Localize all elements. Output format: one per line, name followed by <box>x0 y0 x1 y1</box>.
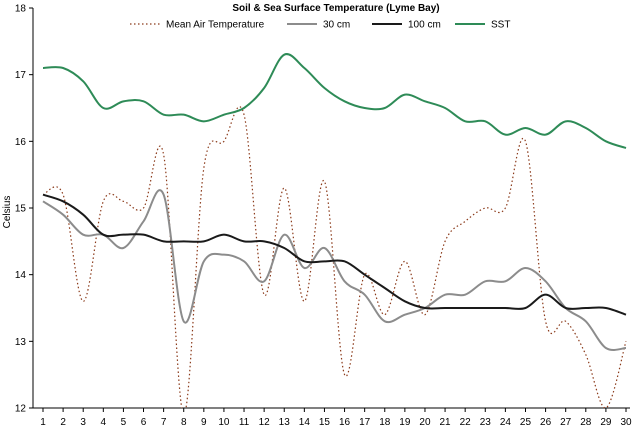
legend-label-3: SST <box>491 20 510 31</box>
y-axis-label: Celsius <box>2 196 13 229</box>
y-tick-label: 16 <box>15 137 27 148</box>
series-line-0 <box>42 106 627 408</box>
x-tick-label: 4 <box>101 417 107 428</box>
y-tick-label: 14 <box>15 270 27 281</box>
x-tick-label: 17 <box>359 417 371 428</box>
x-tick-label: 12 <box>259 417 271 428</box>
y-tick-label: 18 <box>15 4 27 15</box>
y-tick-label: 12 <box>15 404 27 415</box>
x-tick-label: 23 <box>480 417 492 428</box>
x-tick-label: 20 <box>419 417 431 428</box>
x-tick-label: 22 <box>460 417 472 428</box>
legend-label-0: Mean Air Temperature <box>166 20 265 31</box>
chart-title: Soil & Sea Surface Temperature (Lyme Bay… <box>232 3 439 14</box>
x-tick-label: 19 <box>399 417 411 428</box>
x-tick-label: 7 <box>161 417 167 428</box>
x-tick-label: 14 <box>299 417 311 428</box>
series-line-2 <box>42 193 627 316</box>
series-line-1 <box>42 189 627 351</box>
x-tick-label: 28 <box>580 417 592 428</box>
x-tick-label: 29 <box>600 417 612 428</box>
x-tick-label: 25 <box>520 417 532 428</box>
x-tick-label: 11 <box>239 417 250 428</box>
legend-label-2: 100 cm <box>408 20 441 31</box>
x-tick-label: 18 <box>379 417 391 428</box>
x-tick-label: 24 <box>500 417 512 428</box>
x-tick-label: 9 <box>201 417 207 428</box>
x-tick-label: 10 <box>218 417 230 428</box>
x-tick-label: 30 <box>620 417 632 428</box>
x-tick-label: 13 <box>279 417 291 428</box>
x-tick-label: 1 <box>40 417 46 428</box>
x-tick-label: 16 <box>339 417 351 428</box>
x-tick-label: 2 <box>60 417 66 428</box>
series-line-3 <box>42 53 627 149</box>
x-tick-label: 15 <box>319 417 331 428</box>
x-tick-label: 26 <box>540 417 552 428</box>
x-tick-label: 8 <box>181 417 187 428</box>
y-tick-label: 13 <box>15 337 27 348</box>
x-tick-label: 3 <box>80 417 86 428</box>
legend: Mean Air Temperature 30 cm 100 cm SST <box>130 20 510 31</box>
y-tick-label: 15 <box>15 204 27 215</box>
plot-area <box>42 53 627 408</box>
legend-label-1: 30 cm <box>323 20 350 31</box>
y-tick-label: 17 <box>15 70 27 81</box>
x-tick-label: 6 <box>141 417 147 428</box>
x-tick-label: 27 <box>560 417 572 428</box>
x-tick-label: 5 <box>121 417 127 428</box>
x-tick-label: 21 <box>440 417 452 428</box>
